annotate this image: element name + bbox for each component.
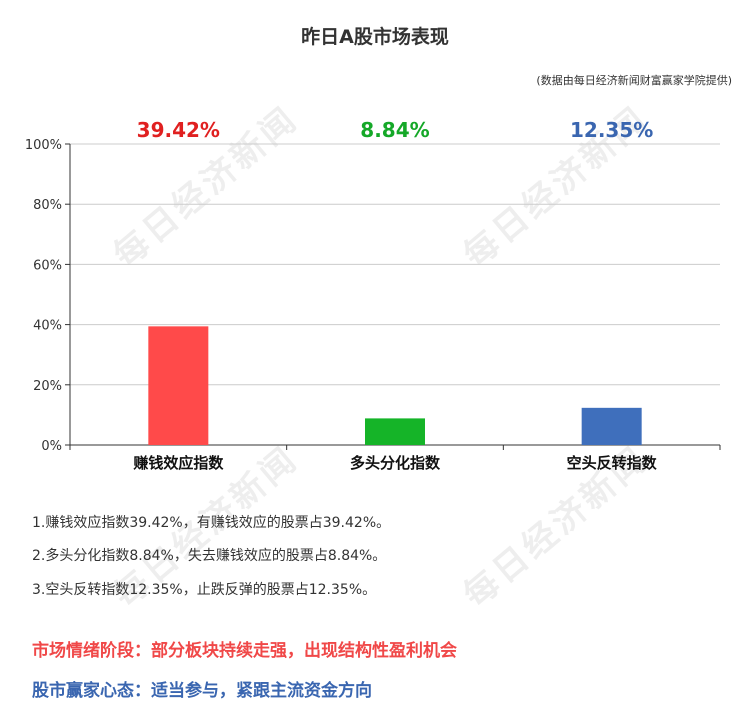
bar bbox=[365, 418, 425, 445]
note-line-3: 3.空头反转指数12.35%，止跌反弹的股票占12.35%。 bbox=[32, 582, 377, 598]
x-tick-label: 赚钱效应指数 bbox=[132, 454, 224, 472]
x-tick-label: 多头分化指数 bbox=[350, 454, 441, 472]
note-line-2: 2.多头分化指数8.84%，失去赚钱效应的股票占8.84%。 bbox=[32, 548, 387, 564]
y-tick-label: 20% bbox=[33, 379, 62, 394]
x-tick-label: 空头反转指数 bbox=[567, 454, 658, 472]
investor-mindset-text: 股市赢家心态：适当参与，紧跟主流资金方向 bbox=[32, 681, 372, 701]
bar bbox=[148, 326, 209, 445]
y-tick-label: 60% bbox=[33, 258, 62, 273]
data-label: 39.42% bbox=[137, 118, 220, 142]
y-tick-label: 80% bbox=[33, 198, 62, 213]
bar-chart: 0% 20% 40% 60% 80% 100% 赚钱效应指数 39.42% 多头分化指数 8.84… bbox=[25, 118, 721, 472]
source-note: (数据由每日经济新闻财富赢家学院提供) bbox=[536, 74, 732, 87]
chart-title: 昨日A股市场表现 bbox=[301, 26, 449, 48]
data-label: 12.35% bbox=[570, 118, 653, 142]
y-tick-label: 100% bbox=[25, 138, 62, 153]
note-line-1: 1.赚钱效应指数39.42%，有赚钱效应的股票占39.42%。 bbox=[32, 515, 391, 531]
sentiment-stage-text: 市场情绪阶段：部分板块持续走强，出现结构性盈利机会 bbox=[32, 641, 457, 661]
y-tick-label: 40% bbox=[33, 319, 62, 334]
bar bbox=[581, 407, 642, 445]
y-tick-label: 0% bbox=[41, 439, 62, 454]
data-label: 8.84% bbox=[360, 118, 429, 142]
